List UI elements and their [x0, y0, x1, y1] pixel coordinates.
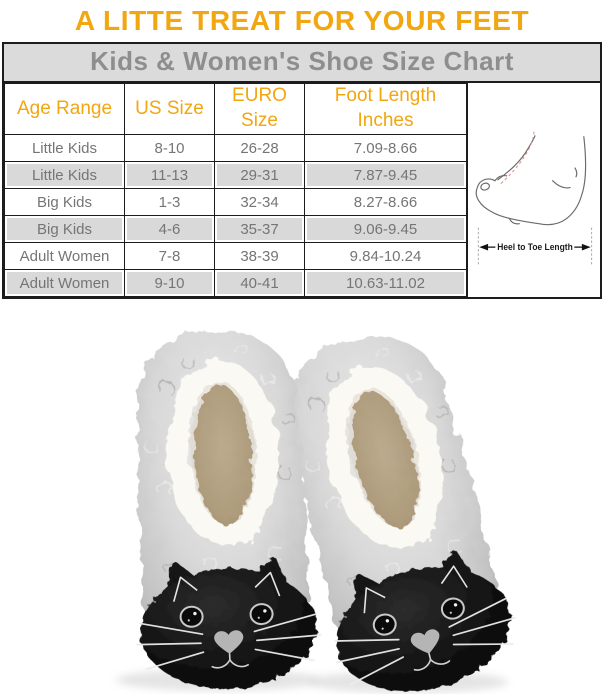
table-row: Adult Women 9-10 40-41 10.63-11.02	[4, 269, 467, 297]
cat-slippers-illustration	[0, 299, 604, 694]
cell-age-range: Adult Women	[4, 242, 125, 270]
cell-us-size: 4-6	[124, 215, 215, 243]
table-header-row: Age Range US Size EURO Size Foot Length …	[4, 83, 467, 135]
table-row: Little Kids 11-13 29-31 7.87-9.45	[4, 161, 467, 189]
cell-age-range: Adult Women	[4, 269, 125, 297]
size-chart-table: Age Range US Size EURO Size Foot Length …	[4, 83, 467, 297]
cell-foot-length: 9.84-10.24	[304, 242, 467, 270]
cell-us-size: 8-10	[124, 134, 215, 162]
page-title: A LITTE TREAT FOR YOUR FEET	[74, 5, 530, 36]
table-row: Adult Women 7-8 38-39 9.84-10.24	[4, 242, 467, 270]
cell-foot-length: 8.27-8.66	[304, 188, 467, 216]
cell-age-range: Big Kids	[4, 188, 125, 216]
column-header-age-range: Age Range	[4, 83, 125, 135]
cell-age-range: Big Kids	[4, 215, 125, 243]
column-header-euro-size: EURO Size	[214, 83, 305, 135]
table-row: Big Kids 1-3 32-34 8.27-8.66	[4, 188, 467, 216]
cell-us-size: 9-10	[124, 269, 215, 297]
cell-us-size: 11-13	[124, 161, 215, 189]
cell-age-range: Little Kids	[4, 161, 125, 189]
foot-side-view-icon	[475, 129, 593, 266]
size-chart-heading: Kids & Women's Shoe Size Chart	[4, 44, 600, 83]
cell-euro-size: 40-41	[214, 269, 305, 297]
slippers-photo	[0, 299, 604, 694]
cell-euro-size: 38-39	[214, 242, 305, 270]
cell-euro-size: 35-37	[214, 215, 305, 243]
cell-euro-size: 29-31	[214, 161, 305, 189]
size-chart-box: Kids & Women's Shoe Size Chart Age Range…	[2, 42, 602, 299]
foot-measurement-panel: Heel to Toe Length	[467, 83, 600, 297]
cell-euro-size: 26-28	[214, 134, 305, 162]
cell-foot-length: 7.09-8.66	[304, 134, 467, 162]
table-row: Big Kids 4-6 35-37 9.06-9.45	[4, 215, 467, 243]
table-row: Little Kids 8-10 26-28 7.09-8.66	[4, 134, 467, 162]
cell-foot-length: 10.63-11.02	[304, 269, 467, 297]
size-chart-body: Age Range US Size EURO Size Foot Length …	[4, 83, 600, 297]
cell-us-size: 1-3	[124, 188, 215, 216]
cell-us-size: 7-8	[124, 242, 215, 270]
column-header-us-size: US Size	[124, 83, 215, 135]
cell-foot-length: 7.87-9.45	[304, 161, 467, 189]
column-header-foot-length: Foot Length Inches	[304, 83, 467, 135]
heel-to-toe-length-label: Heel to Toe Length	[495, 241, 575, 252]
cell-age-range: Little Kids	[4, 134, 125, 162]
cell-foot-length: 9.06-9.45	[304, 215, 467, 243]
cell-euro-size: 32-34	[214, 188, 305, 216]
